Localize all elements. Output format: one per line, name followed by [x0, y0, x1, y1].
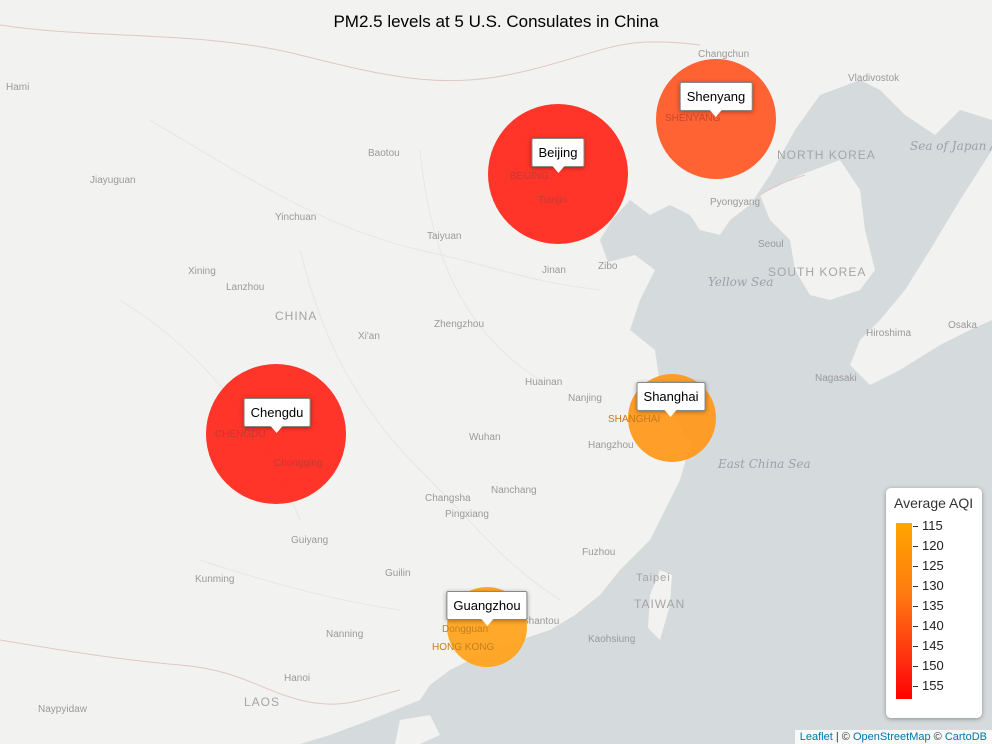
legend-tick: 155: [913, 678, 944, 693]
city-label: Baotou: [368, 148, 400, 159]
city-label: Hami: [6, 82, 29, 93]
city-label: Zibo: [598, 261, 618, 272]
city-label: Zhengzhou: [434, 319, 484, 330]
legend-tick: 130: [913, 578, 944, 593]
city-label: Hanoi: [284, 673, 310, 684]
sea-label: Sea of Japan / East Sea: [910, 139, 992, 153]
legend-title: Average AQI: [894, 495, 974, 511]
popup-guangzhou[interactable]: Guangzhou: [446, 591, 528, 626]
country-label: LAOS: [244, 695, 280, 709]
popup-chengdu[interactable]: Chengdu: [243, 398, 311, 433]
legend-tick: 140: [913, 618, 944, 633]
city-label: Nanchang: [491, 485, 537, 496]
sea-label: Yellow Sea: [708, 275, 773, 289]
consulate-circle-beijing[interactable]: [488, 104, 628, 244]
legend-tick: 120: [913, 538, 944, 553]
legend-tick: 115: [913, 518, 943, 533]
city-label: Lanzhou: [226, 282, 264, 293]
city-label: Guilin: [385, 568, 411, 579]
city-label: Pingxiang: [445, 509, 489, 520]
leaflet-link[interactable]: Leaflet: [799, 731, 833, 743]
city-label: Kunming: [195, 574, 234, 585]
attribution-separator: ©: [930, 731, 945, 743]
city-label: Hangzhou: [588, 440, 634, 451]
city-label: Naypyidaw: [38, 704, 88, 715]
legend-tick: 135: [913, 598, 944, 613]
country-label: SOUTH KOREA: [768, 265, 866, 279]
city-label: Yinchuan: [275, 212, 316, 223]
border-north: [0, 24, 701, 82]
attribution-separator: | ©: [832, 731, 853, 743]
map-title: PM2.5 levels at 5 U.S. Consulates in Chi…: [333, 12, 659, 31]
legend-tick: 150: [913, 658, 944, 673]
map-attribution: Leaflet | © OpenStreetMap © CartoDB: [794, 730, 992, 744]
land-taiwan: [648, 570, 672, 640]
city-label: Nanjing: [568, 393, 602, 404]
border-south: [0, 639, 401, 705]
city-label: Xining: [188, 266, 216, 277]
city-label: Chongqing: [274, 458, 322, 469]
legend-tick: 145: [913, 638, 944, 653]
land-korea: [760, 160, 875, 300]
city-label: Wuhan: [469, 432, 501, 443]
city-label: Jinan: [542, 265, 566, 276]
city-labels: Hami Changchun Vladivostok Baotou Jiayug…: [6, 49, 977, 715]
overlay-city-label: HONG KONG: [432, 642, 494, 653]
city-label: Nanning: [326, 629, 363, 640]
city-label: Pyongyang: [710, 197, 760, 208]
country-label: TAIWAN: [634, 597, 685, 611]
city-label: Fuzhou: [582, 547, 615, 558]
sea-label: East China Sea: [717, 457, 811, 471]
city-label: Shantou: [522, 616, 559, 627]
city-label: Jiayuguan: [90, 175, 136, 186]
popup-shanghai[interactable]: Shanghai: [636, 382, 706, 417]
country-label: NORTH KOREA: [777, 148, 876, 162]
aqi-legend: Average AQI 115 120 125 130 135 140 145 …: [886, 488, 982, 718]
city-label: Taipei: [636, 572, 671, 584]
city-label: Changsha: [425, 493, 471, 504]
map-shape: [419, 149, 541, 381]
country-label: CHINA: [275, 309, 317, 323]
border-korea: [759, 174, 806, 196]
overlay-city-label: CHENGDU: [215, 429, 266, 440]
city-label: Osaka: [948, 320, 977, 331]
city-label: Hiroshima: [866, 328, 911, 339]
map-shape: [149, 119, 601, 291]
land-japan: [850, 150, 992, 385]
city-label: Huainan: [525, 377, 562, 388]
legend-color-bar: [896, 523, 912, 699]
legend-tick: 125: [913, 558, 944, 573]
city-label: Taiyuan: [427, 231, 461, 242]
map-shape: [199, 559, 401, 611]
city-label: Nagasaki: [815, 373, 857, 384]
osm-link[interactable]: OpenStreetMap: [852, 731, 931, 743]
city-label: Guiyang: [291, 535, 328, 546]
city-label: Changchun: [698, 49, 749, 60]
cartodb-link[interactable]: CartoDB: [944, 731, 987, 743]
consulate-circle-chengdu[interactable]: [206, 364, 346, 504]
overlay-city-label: BEIJING: [510, 171, 549, 182]
city-label: Vladivostok: [848, 73, 900, 84]
map-shape: [299, 249, 561, 601]
popup-beijing[interactable]: Beijing: [531, 138, 585, 173]
land-hainan: [395, 715, 440, 744]
city-label: Tianjin: [538, 195, 567, 206]
popup-shenyang[interactable]: Shenyang: [679, 82, 753, 117]
city-label: Dongguan: [442, 624, 488, 635]
city-label: Xi'an: [358, 331, 380, 342]
overlay-city-label: SHANGHAI: [608, 414, 660, 425]
overlay-city-label: SHENYANG: [665, 113, 721, 124]
city-label: Seoul: [758, 239, 784, 250]
city-label: Kaohsiung: [588, 634, 635, 645]
